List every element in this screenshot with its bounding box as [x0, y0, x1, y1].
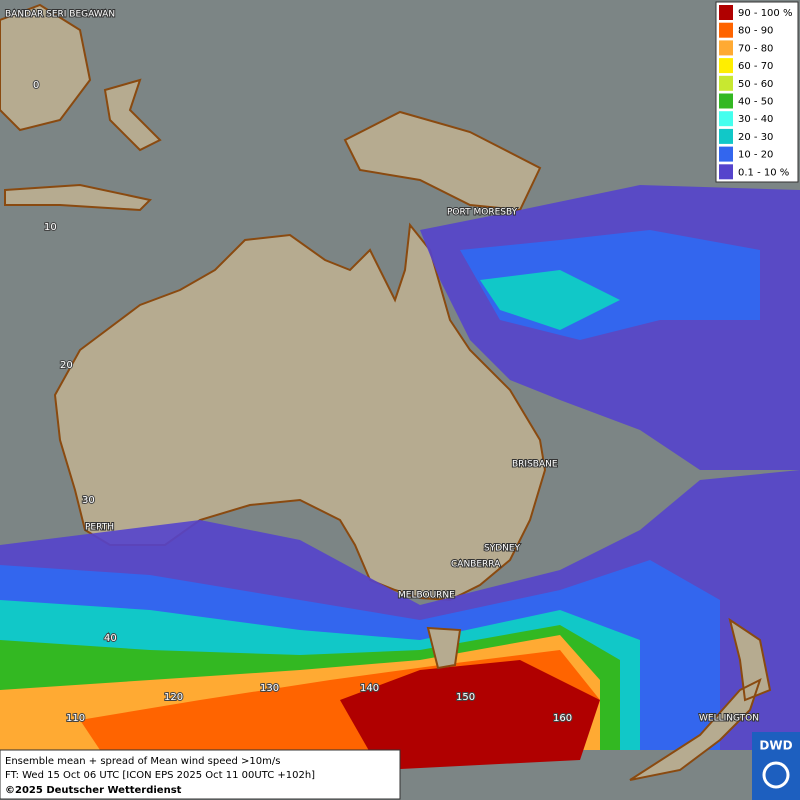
- place-label: SYDNEY: [484, 544, 521, 554]
- place-label: MELBOURNE: [398, 591, 455, 601]
- borneo: [0, 3, 92, 132]
- latitude-label: 20: [60, 360, 73, 371]
- longitude-label: 150: [456, 692, 475, 703]
- caption-line: ©2025 Deutscher Wetterdienst: [5, 785, 182, 796]
- legend: 90 - 100 % 80 - 90 70 - 80 60 - 70 50 - 60 40…: [715, 1, 799, 183]
- latitude-label: 10: [44, 222, 57, 233]
- legend-label: 0.1 - 10 %: [738, 167, 789, 178]
- caption-line: FT: Wed 15 Oct 06 UTC [ICON EPS 2025 Oct…: [5, 770, 315, 781]
- wind-field: [0, 270, 640, 750]
- legend-swatch: [719, 22, 733, 38]
- legend-swatch: [719, 58, 733, 74]
- place-label: WELLINGTON: [699, 714, 759, 724]
- legend-swatch: [719, 5, 733, 20]
- legend-swatch: [719, 93, 733, 109]
- place-label: PORT MORESBY: [447, 208, 518, 218]
- sulawesi: [103, 78, 162, 152]
- longitude-label: 130: [260, 683, 279, 694]
- legend-swatch: [719, 146, 733, 162]
- legend-swatch: [719, 111, 733, 127]
- legend-label: 20 - 30: [738, 132, 773, 143]
- place-label: PERTH: [85, 523, 114, 533]
- legend-label: 50 - 60: [738, 79, 773, 90]
- longitude-label: 110: [66, 713, 85, 724]
- legend-label: 10 - 20: [738, 150, 773, 161]
- caption-box: [0, 749, 401, 800]
- tasmania: [426, 626, 462, 670]
- place-label: BANDAR SERI BEGAWAN: [5, 10, 115, 20]
- legend-label: 30 - 40: [738, 114, 773, 125]
- logo: DWD: [759, 739, 792, 753]
- legend-label: 80 - 90: [738, 26, 773, 37]
- longitude-label: 140: [360, 683, 379, 694]
- logo-box: [752, 732, 800, 800]
- new-zealand: [629, 617, 772, 781]
- legend-label: 70 - 80: [738, 43, 773, 54]
- wind-field: [340, 660, 600, 770]
- latitude-label: 30: [82, 495, 95, 506]
- longitude-label: 160: [553, 713, 572, 724]
- legend-swatch: [719, 164, 733, 180]
- place-label: CANBERRA: [451, 560, 501, 570]
- longitude-label: 120: [164, 692, 183, 703]
- latitude-label: 40: [104, 633, 117, 644]
- caption-line: Ensemble mean + spread of Mean wind spee…: [5, 756, 280, 767]
- legend-swatch: [719, 40, 733, 56]
- legend-label: 40 - 50: [738, 97, 773, 108]
- legend-label: 60 - 70: [738, 61, 773, 72]
- logo-icon: [762, 761, 790, 789]
- legend-label: 90 - 100 %: [738, 8, 792, 19]
- latitude-label: 0: [33, 80, 39, 91]
- islands: [4, 183, 153, 212]
- place-label: BRISBANE: [512, 460, 558, 470]
- legend-swatch: [719, 75, 733, 91]
- legend-swatch: [719, 128, 733, 144]
